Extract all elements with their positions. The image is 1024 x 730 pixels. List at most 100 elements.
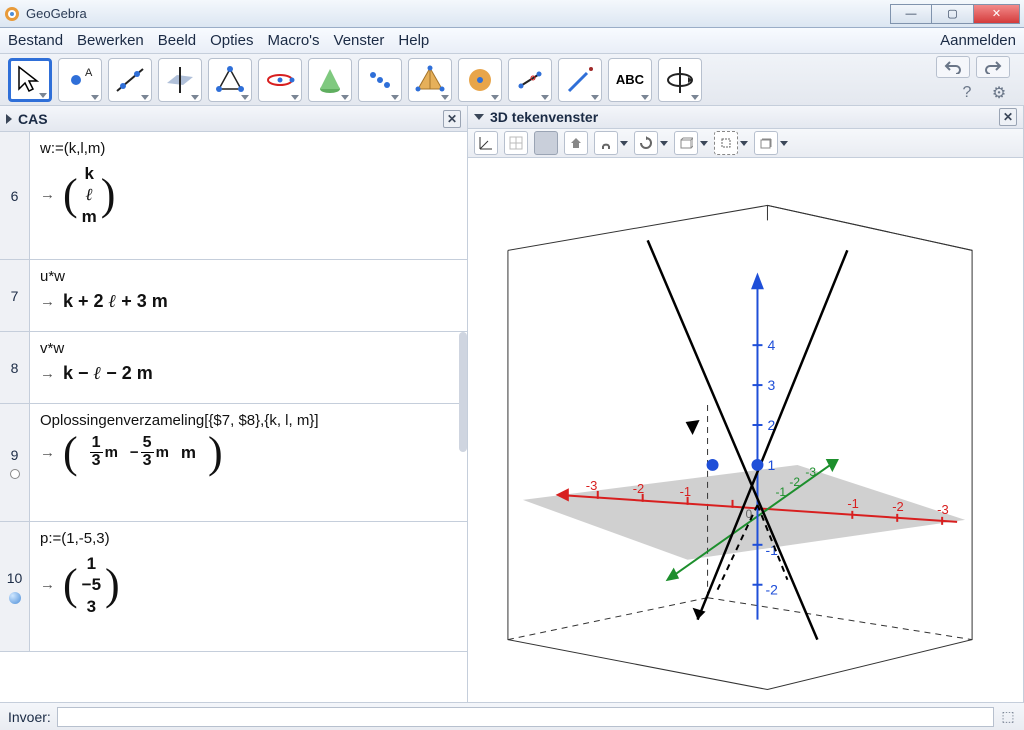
cas-output: → ( 13 m −53 m m ) — [40, 435, 457, 470]
tool-point[interactable]: A — [58, 58, 102, 102]
plane-toggle-button[interactable] — [534, 131, 558, 155]
svg-text:-3: -3 — [586, 478, 598, 493]
spin-dropdown[interactable] — [634, 131, 668, 155]
window-titlebar: GeoGebra — ▢ ✕ — [0, 0, 1024, 28]
tool-vector[interactable] — [558, 58, 602, 102]
close-button[interactable]: ✕ — [974, 4, 1020, 24]
collapse-icon[interactable] — [6, 114, 12, 124]
axes-toggle-button[interactable] — [474, 131, 498, 155]
view3d-close-button[interactable]: ✕ — [999, 108, 1017, 126]
cas-output: → k − ℓ − 2 m — [40, 363, 457, 384]
menu-bestand[interactable]: Bestand — [8, 32, 63, 49]
window-title: GeoGebra — [26, 6, 87, 21]
content: CAS ✕ 6 w:=(k,l,m) → ( k ℓ m — [0, 106, 1024, 702]
grid-toggle-button[interactable] — [504, 131, 528, 155]
tool-move[interactable] — [8, 58, 52, 102]
svg-text:-3: -3 — [805, 465, 816, 479]
view3d-canvas[interactable]: -3-2-1 -1-2-3 -3-2-1 — [468, 158, 1023, 702]
cas-input: p:=(1,-5,3) — [40, 530, 457, 547]
cas-pane: CAS ✕ 6 w:=(k,l,m) → ( k ℓ m — [0, 106, 468, 702]
row-number: 10 — [7, 570, 23, 586]
svg-text:4: 4 — [767, 337, 775, 353]
svg-text:-2: -2 — [789, 475, 800, 489]
tool-cone[interactable] — [308, 58, 352, 102]
menu-venster[interactable]: Venster — [334, 32, 385, 49]
menu-macros[interactable]: Macro's — [267, 32, 319, 49]
svg-text:A: A — [85, 67, 93, 79]
inputbar-field[interactable] — [57, 707, 994, 727]
svg-text:-2: -2 — [633, 481, 645, 496]
tool-tetra[interactable] — [408, 58, 452, 102]
view-dropdown[interactable] — [754, 131, 788, 155]
tool-measure[interactable] — [508, 58, 552, 102]
signin-link[interactable]: Aanmelden — [940, 32, 1016, 49]
inputbar: Invoer: ⬚ — [0, 702, 1024, 730]
tool-plane[interactable] — [158, 58, 202, 102]
svg-text:-2: -2 — [765, 582, 778, 598]
snap-dropdown[interactable] — [594, 131, 628, 155]
proj-dropdown[interactable] — [714, 131, 748, 155]
inputbar-label: Invoer: — [8, 709, 51, 725]
tool-pyramid[interactable] — [208, 58, 252, 102]
toolbar-right: ? ⚙ — [936, 56, 1016, 104]
tool-disc[interactable] — [458, 58, 502, 102]
gear-icon[interactable]: ⚙ — [988, 82, 1010, 104]
svg-text:-1: -1 — [775, 485, 786, 499]
row-number: 9 — [11, 447, 19, 463]
cas-pane-header: CAS ✕ — [0, 106, 467, 132]
menu-beeld[interactable]: Beeld — [158, 32, 196, 49]
main-toolbar: A ABC ? ⚙ — [0, 54, 1024, 106]
cas-list: 6 w:=(k,l,m) → ( k ℓ m ) — [0, 132, 467, 702]
menu-bewerken[interactable]: Bewerken — [77, 32, 144, 49]
cas-row[interactable]: 10 p:=(1,-5,3) → ( 1 −5 3 — [0, 522, 467, 652]
row-number: 8 — [11, 360, 19, 376]
marker-sphere-icon — [9, 592, 21, 604]
cas-row[interactable]: 9 Oplossingenverzameling[{$7, $8},{k, l,… — [0, 404, 467, 522]
menu-opties[interactable]: Opties — [210, 32, 253, 49]
tool-rotate[interactable] — [658, 58, 702, 102]
window-controls: — ▢ ✕ — [890, 4, 1020, 24]
row-number: 7 — [11, 288, 19, 304]
undo-button[interactable] — [936, 56, 970, 78]
collapse-icon[interactable] — [474, 114, 484, 120]
svg-text:-1: -1 — [680, 484, 692, 499]
svg-text:-1: -1 — [847, 496, 859, 511]
redo-button[interactable] — [976, 56, 1010, 78]
scrollbar-thumb[interactable] — [459, 332, 467, 452]
menu-help[interactable]: Help — [398, 32, 429, 49]
svg-text:3: 3 — [767, 377, 775, 393]
tool-circle3d[interactable] — [258, 58, 302, 102]
cas-input: v*w — [40, 340, 457, 357]
cas-title: CAS — [18, 111, 48, 127]
row-number: 6 — [11, 188, 19, 204]
cas-output: → ( k ℓ m ) — [40, 163, 457, 227]
clip-dropdown[interactable] — [674, 131, 708, 155]
tool-text[interactable]: ABC — [608, 58, 652, 102]
tool-text-label: ABC — [616, 72, 644, 87]
app-icon — [4, 6, 20, 22]
cas-close-button[interactable]: ✕ — [443, 110, 461, 128]
cas-output: → k + 2 ℓ + 3 m — [40, 291, 457, 312]
svg-text:-2: -2 — [892, 499, 904, 514]
cas-row[interactable]: 7 u*w → k + 2 ℓ + 3 m — [0, 260, 467, 332]
cas-input: w:=(k,l,m) — [40, 140, 457, 157]
tool-line[interactable] — [108, 58, 152, 102]
tool-sphere[interactable] — [358, 58, 402, 102]
maximize-button[interactable]: ▢ — [932, 4, 974, 24]
minimize-button[interactable]: — — [890, 4, 932, 24]
marker-dot-icon — [10, 469, 20, 479]
cas-row[interactable]: 8 v*w → k − ℓ − 2 m — [0, 332, 467, 404]
help-icon[interactable]: ? — [956, 82, 978, 104]
cas-input: Oplossingenverzameling[{$7, $8},{k, l, m… — [40, 412, 457, 429]
cas-output: → ( 1 −5 3 ) — [40, 553, 457, 617]
view3d-pane-header: 3D tekenvenster ✕ — [468, 106, 1023, 129]
menubar: Bestand Bewerken Beeld Opties Macro's Ve… — [0, 28, 1024, 54]
cas-input: u*w — [40, 268, 457, 285]
view3d-pane: 3D tekenvenster ✕ — [468, 106, 1024, 702]
svg-text:1: 1 — [767, 457, 775, 473]
home-button[interactable] — [564, 131, 588, 155]
svg-text:-3: -3 — [937, 502, 949, 517]
view3d-toolbar — [468, 129, 1023, 158]
inputbar-help-icon[interactable]: ⬚ — [1000, 708, 1016, 725]
cas-row[interactable]: 6 w:=(k,l,m) → ( k ℓ m ) — [0, 132, 467, 260]
